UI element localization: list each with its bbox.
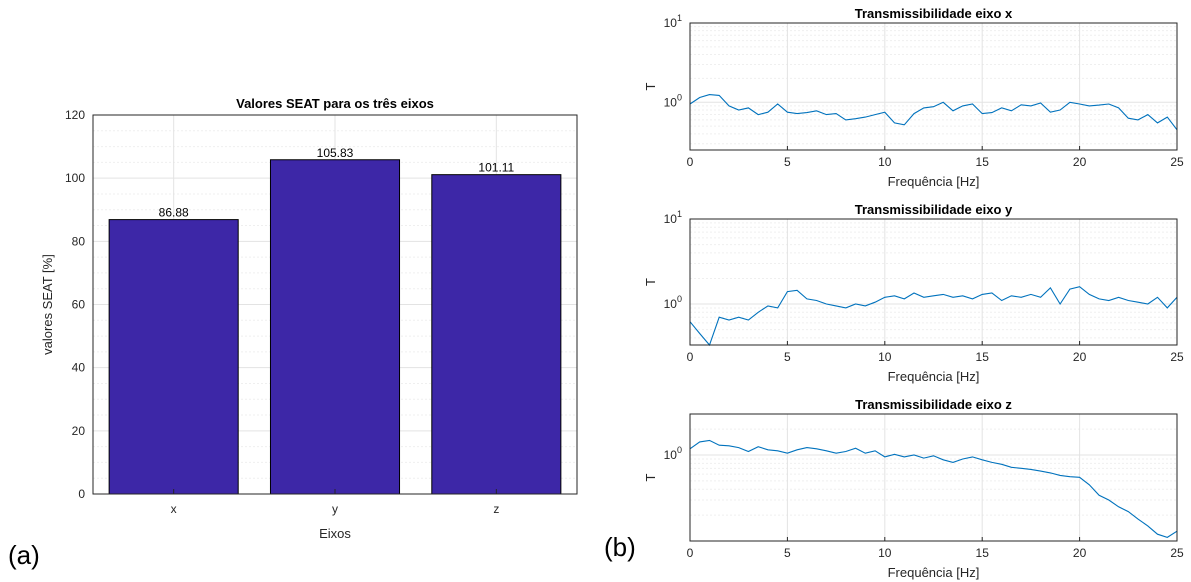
y-tick-label: 100 (664, 445, 682, 462)
seat-bar-chart: 0 20 40 60 80 100 120 86.88 x 105.83 y 101.11 z Valor… (40, 96, 578, 541)
x-tick-label: 10 (878, 155, 892, 169)
y-axis-label: valores SEAT [%] (40, 254, 55, 355)
x-axis-label: Eixos (319, 526, 351, 541)
y-tick-label: 80 (72, 234, 86, 248)
x-tick-label: 15 (976, 155, 990, 169)
series-line (689, 439, 1178, 539)
x-tick-label: 20 (1073, 155, 1087, 169)
x-tick-label: z (493, 502, 499, 516)
y-axis-label: T (643, 82, 658, 90)
chart-title: Valores SEAT para os três eixos (236, 96, 434, 111)
y-tick-label: 0 (78, 487, 85, 501)
data-label-x: 86.88 (159, 206, 189, 220)
data-label-y: 105.83 (317, 146, 354, 160)
y-tick-label: 120 (65, 108, 85, 122)
x-tick-label: 20 (1073, 350, 1087, 364)
x-tick-label: 5 (784, 546, 791, 560)
x-tick-label: 10 (878, 350, 892, 364)
data-label-z: 101.11 (478, 161, 514, 175)
axes-box (689, 218, 1178, 346)
x-tick-label: 15 (976, 546, 990, 560)
x-tick-label: 0 (687, 350, 694, 364)
chart-ty: 0 5 10 15 20 25 100 101 Transmissibilidade eixo … (643, 202, 1184, 384)
axes-box (689, 413, 1178, 542)
x-tick-label: x (171, 502, 177, 516)
series-line (689, 94, 1178, 131)
y-axis-label: T (643, 473, 658, 481)
y-tick-label: 100 (664, 294, 682, 311)
x-tick-label: 15 (976, 350, 990, 364)
x-axis-label: Frequência [Hz] (888, 369, 980, 384)
y-axis-label: T (643, 278, 658, 286)
y-tick-label: 20 (72, 424, 86, 438)
y-tick-label: 101 (664, 209, 682, 226)
x-tick-label: 25 (1170, 155, 1184, 169)
y-tick-label: 40 (72, 361, 86, 375)
panel-label-a: (a) (8, 540, 40, 570)
series-line (689, 286, 1178, 347)
y-tick-label: 60 (72, 298, 86, 312)
x-tick-label: 5 (784, 350, 791, 364)
axes-box (689, 22, 1178, 151)
x-tick-label: 10 (878, 546, 892, 560)
x-tick-label: 25 (1170, 546, 1184, 560)
chart-tx: 0 5 10 15 20 25 100 101 Transmissibilidade eixo … (643, 6, 1184, 189)
y-tick-label: 100 (664, 92, 682, 109)
chart-title: Transmissibilidade eixo z (855, 397, 1012, 412)
axes-box (92, 114, 578, 495)
x-tick-label: 0 (687, 546, 694, 560)
x-tick-label: 25 (1170, 350, 1184, 364)
x-axis-label: Frequência [Hz] (888, 174, 980, 189)
bar-z (431, 174, 562, 495)
x-tick-label: y (332, 502, 338, 516)
x-tick-label: 20 (1073, 546, 1087, 560)
x-axis-label: Frequência [Hz] (888, 565, 980, 580)
x-tick-label: 5 (784, 155, 791, 169)
x-tick-label: 0 (687, 155, 694, 169)
bar-y (269, 159, 401, 495)
y-tick-label: 101 (664, 13, 682, 30)
chart-title: Transmissibilidade eixo y (855, 202, 1013, 217)
y-tick-label: 100 (65, 171, 85, 185)
panel-label-b: (b) (604, 532, 636, 562)
chart-title: Transmissibilidade eixo x (855, 6, 1013, 21)
chart-tz: 0 5 10 15 20 25 100 Transmissibilidade eixo z Fr… (643, 397, 1184, 580)
bar-x (108, 219, 239, 495)
